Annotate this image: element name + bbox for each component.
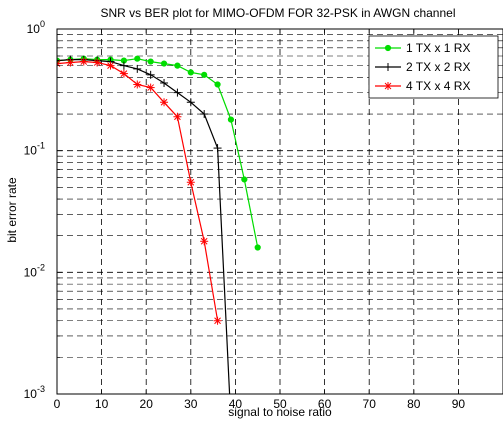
data-point xyxy=(160,78,169,87)
x-tick-label: 0 xyxy=(54,397,61,411)
data-point xyxy=(160,98,169,107)
data-point xyxy=(146,83,155,92)
y-axis-label: bit error rate xyxy=(5,177,19,243)
y-tick-label: 10-2 xyxy=(24,262,45,279)
x-tick-label: 60 xyxy=(318,397,332,411)
x-tick-label: 40 xyxy=(229,397,243,411)
data-point xyxy=(133,64,142,73)
data-point xyxy=(384,82,392,90)
data-point xyxy=(79,57,88,66)
data-point xyxy=(106,61,115,70)
data-point xyxy=(213,144,222,153)
data-point xyxy=(214,81,221,88)
data-point-stroke xyxy=(67,59,74,66)
data-point-stroke xyxy=(200,237,208,245)
x-tick-label: 90 xyxy=(452,397,466,411)
data-point xyxy=(173,88,182,97)
x-tick-label: 70 xyxy=(363,397,377,411)
data-point-stroke xyxy=(384,82,392,90)
data-point-stroke xyxy=(160,98,168,106)
data-point xyxy=(201,71,208,78)
y-tick-label: 100 xyxy=(27,19,45,36)
data-point xyxy=(200,110,209,119)
data-point xyxy=(186,178,195,187)
data-point xyxy=(119,61,128,70)
x-tick-label: 20 xyxy=(140,397,154,411)
data-point-stroke xyxy=(80,58,88,65)
chart-title: SNR vs BER plot for MIMO-OFDM FOR 32-PSK… xyxy=(101,6,456,20)
data-point xyxy=(254,244,261,251)
data-point xyxy=(241,176,248,183)
data-point xyxy=(200,237,209,246)
legend-label: 4 TX x 4 RX xyxy=(406,79,470,93)
legend-label: 2 TX x 2 RX xyxy=(406,60,470,74)
data-point xyxy=(187,69,194,76)
x-tick-label: 10 xyxy=(95,397,109,411)
data-point xyxy=(134,55,141,62)
data-point xyxy=(133,80,142,89)
legend-label: 1 TX x 1 RX xyxy=(406,41,470,55)
data-point xyxy=(227,116,235,123)
x-tick-label: 80 xyxy=(407,397,421,411)
tick-labels: 0 10 20 30 40 50 60 70 80 90 100 10-1 10-2 10-3 xyxy=(24,19,466,411)
data-point-stroke xyxy=(57,60,61,65)
data-point-stroke xyxy=(147,84,155,91)
data-point xyxy=(384,44,392,52)
y-tick-label: 10-1 xyxy=(24,141,45,158)
data-point xyxy=(66,58,75,67)
tick-marks xyxy=(56,29,503,395)
data-point-stroke xyxy=(187,178,195,186)
series-3 xyxy=(57,57,222,325)
series-line xyxy=(57,58,259,248)
data-point xyxy=(119,69,128,78)
data-point xyxy=(160,60,168,67)
data-point xyxy=(146,70,155,79)
y-tick-label: 10-3 xyxy=(24,384,45,401)
data-point xyxy=(173,112,182,121)
data-point-stroke xyxy=(107,62,114,69)
x-axis-label: signal to noise ratio xyxy=(228,405,332,419)
data-point-stroke xyxy=(174,113,181,121)
data-point xyxy=(93,58,102,67)
series-lines xyxy=(57,55,261,394)
x-tick-label: 50 xyxy=(273,397,287,411)
data-point xyxy=(213,316,222,325)
data-point xyxy=(384,63,392,71)
data-point-stroke xyxy=(214,317,221,325)
data-point-stroke xyxy=(120,70,128,77)
legend: 1 TX x 1 RX 2 TX x 2 RX 4 TX x 4 RX xyxy=(368,35,499,99)
data-point-stroke xyxy=(93,59,101,66)
data-point xyxy=(186,98,195,107)
x-tick-label: 30 xyxy=(184,397,198,411)
data-point xyxy=(174,62,181,69)
data-point-stroke xyxy=(133,81,141,88)
data-point xyxy=(147,58,154,65)
